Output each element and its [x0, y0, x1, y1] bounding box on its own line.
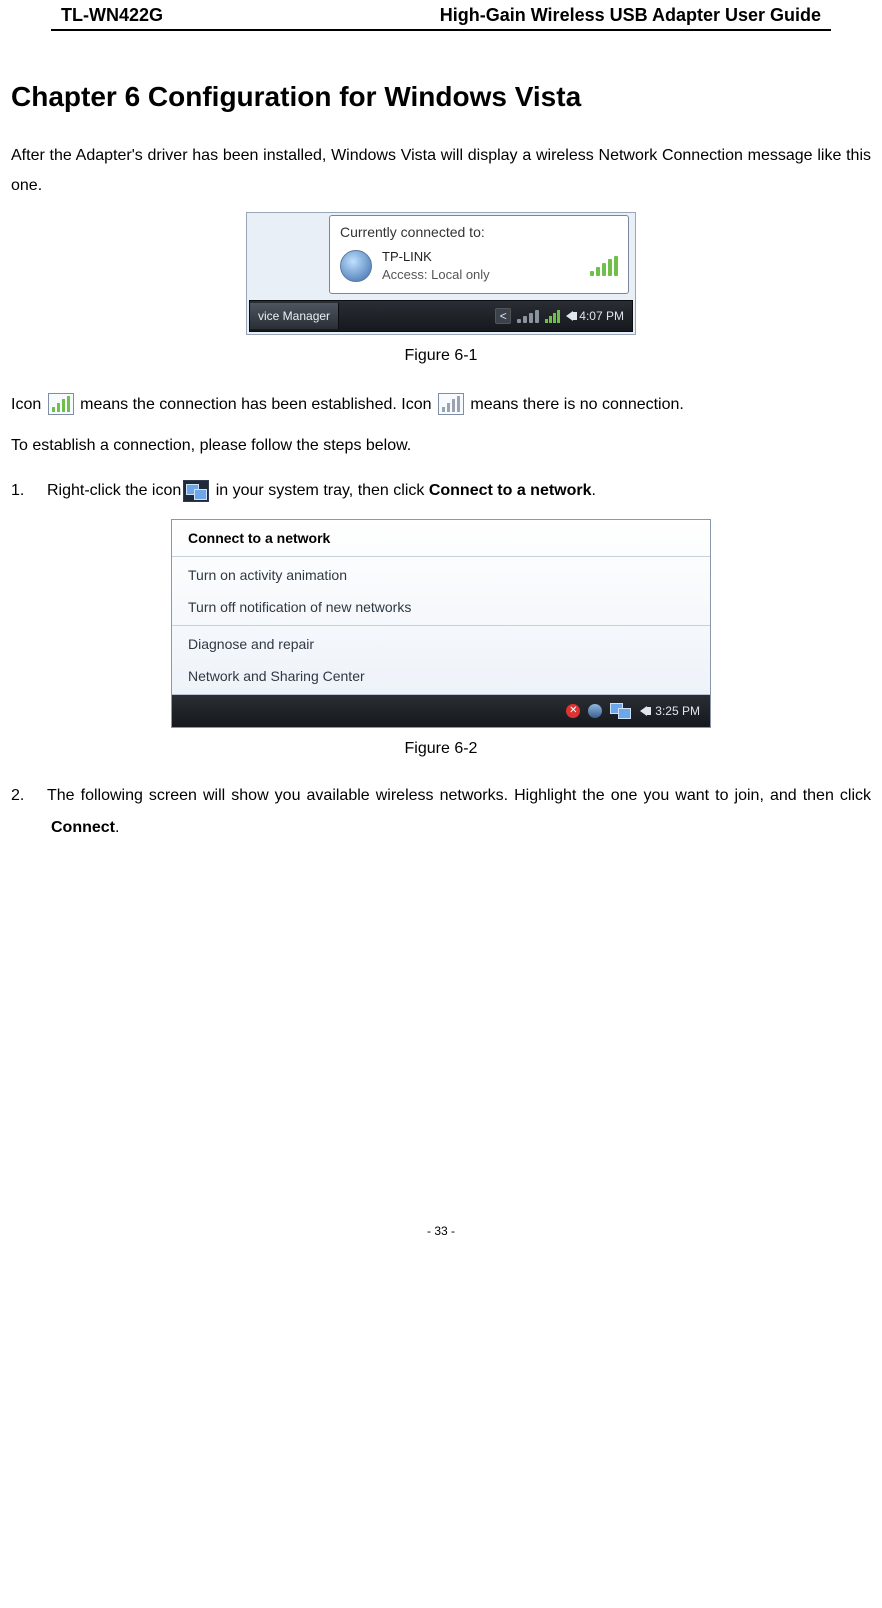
- figure-6-2-caption: Figure 6-2: [11, 740, 871, 758]
- signal-bars-green-icon: [590, 256, 618, 276]
- system-tray: < 4:07 PM: [495, 308, 632, 324]
- network-name: TP-LINK: [382, 248, 490, 266]
- figure-6-2-wrap: Connect to a network Turn on activity an…: [11, 519, 871, 728]
- txt: The following screen will show you avail…: [47, 787, 871, 804]
- blocked-icon[interactable]: ✕: [566, 704, 580, 718]
- figure-6-1-caption: Figure 6-1: [11, 347, 871, 365]
- menu-network-sharing-center[interactable]: Network and Sharing Center: [172, 660, 710, 692]
- taskbar-tab[interactable]: vice Manager: [250, 303, 339, 329]
- tray-time-2: 3:25 PM: [655, 704, 700, 718]
- speaker-icon[interactable]: [566, 311, 573, 321]
- icon-meaning-paragraph: Icon means the connection has been estab…: [11, 387, 871, 424]
- figure-6-2: Connect to a network Turn on activity an…: [171, 519, 711, 728]
- tray-signal-grey-icon[interactable]: [517, 309, 539, 323]
- tooltip-title: Currently connected to:: [340, 224, 618, 240]
- page-number: - 33 -: [11, 1224, 871, 1238]
- globe-icon: [340, 250, 372, 282]
- tooltip-text: TP-LINK Access: Local only: [382, 248, 490, 284]
- speaker-icon-2[interactable]: [640, 706, 647, 716]
- menu-notification-off[interactable]: Turn off notification of new networks: [172, 591, 710, 623]
- access-line: Access: Local only: [382, 266, 490, 284]
- tray-chevron-icon[interactable]: <: [495, 308, 511, 324]
- txt: Right-click the icon: [47, 482, 181, 499]
- header-model: TL-WN422G: [61, 5, 163, 26]
- steps-list-2: 2.The following screen will show you ava…: [11, 780, 871, 844]
- txt: .: [592, 482, 596, 499]
- menu-diagnose-repair[interactable]: Diagnose and repair: [172, 628, 710, 660]
- chapter-title: Chapter 6 Configuration for Windows Vist…: [11, 81, 871, 113]
- figure-6-1-wrap: Currently connected to: TP-LINK Access: …: [11, 212, 871, 334]
- tray-signal-green-icon[interactable]: [545, 309, 560, 323]
- tooltip-body: TP-LINK Access: Local only: [340, 248, 618, 284]
- tray-time: 4:07 PM: [579, 309, 624, 323]
- vista-tooltip: Currently connected to: TP-LINK Access: …: [329, 215, 629, 293]
- step-number: 2.: [11, 780, 47, 812]
- content: Chapter 6 Configuration for Windows Vist…: [1, 31, 881, 1238]
- vista-taskbar: vice Manager < 4:07 PM: [249, 300, 633, 332]
- no-connection-signal-icon: [438, 393, 464, 415]
- step-1: 1.Right-click the icon in your system tr…: [11, 475, 871, 507]
- txt: Icon: [11, 396, 46, 413]
- txt: means there is no connection.: [470, 396, 683, 413]
- menu-activity-animation[interactable]: Turn on activity animation: [172, 559, 710, 591]
- page-header: TL-WN422G High-Gain Wireless USB Adapter…: [51, 0, 831, 31]
- bold-connect-to-network: Connect to a network: [429, 482, 592, 499]
- vista-taskbar-2: ✕ 3:25 PM: [172, 695, 710, 727]
- txt: .: [115, 819, 119, 836]
- step-number: 1.: [11, 475, 47, 507]
- network-tray-icon-2[interactable]: [610, 703, 632, 719]
- network-tray-icon: [183, 480, 209, 502]
- menu-connect-to-network[interactable]: Connect to a network: [172, 522, 710, 554]
- intro-paragraph: After the Adapter's driver has been inst…: [11, 141, 871, 200]
- establish-paragraph: To establish a connection, please follow…: [11, 431, 871, 461]
- step-2: 2.The following screen will show you ava…: [11, 780, 871, 844]
- shield-icon[interactable]: [588, 704, 602, 718]
- header-title: High-Gain Wireless USB Adapter User Guid…: [440, 5, 821, 26]
- connected-signal-icon: [48, 393, 74, 415]
- bold-connect: Connect: [51, 819, 115, 836]
- context-menu: Connect to a network Turn on activity an…: [172, 520, 710, 695]
- figure-6-1: Currently connected to: TP-LINK Access: …: [246, 212, 636, 334]
- steps-list: 1.Right-click the icon in your system tr…: [11, 475, 871, 507]
- txt: in your system tray, then click: [211, 482, 429, 499]
- txt: means the connection has been establishe…: [80, 396, 436, 413]
